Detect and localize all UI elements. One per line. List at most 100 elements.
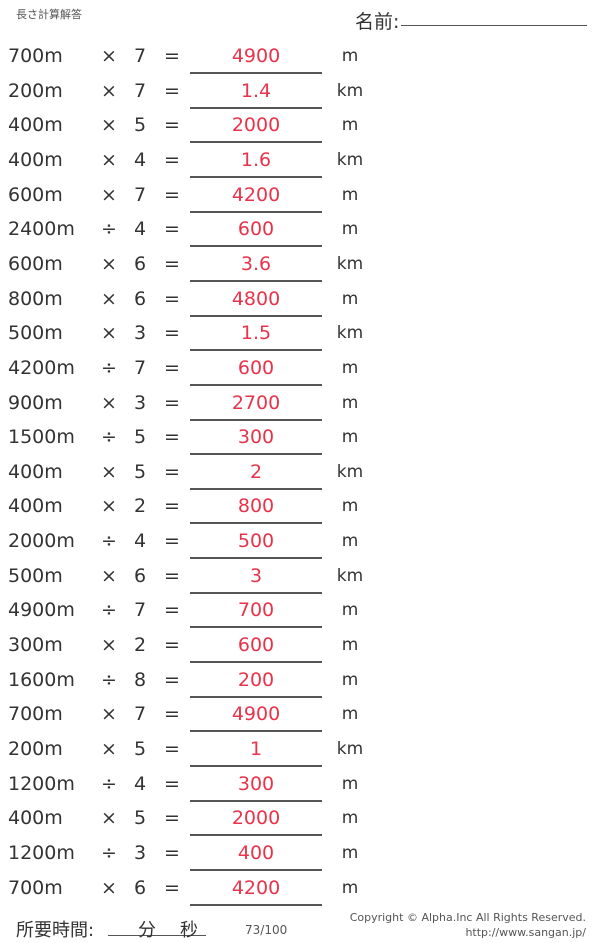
time-label: 所要時間: bbox=[16, 920, 95, 941]
operand-a: 2400m bbox=[8, 218, 75, 241]
unit: m bbox=[341, 427, 359, 448]
page-number: 73/100 bbox=[245, 923, 288, 937]
operand-b: 6 bbox=[133, 564, 147, 587]
answer: 700 bbox=[237, 599, 275, 622]
operator: × bbox=[101, 183, 117, 206]
equals-sign: = bbox=[164, 841, 180, 864]
operand-a: 4200m bbox=[8, 356, 75, 379]
copyright: Copyright © Alpha.Inc All Rights Reserve… bbox=[349, 911, 586, 924]
equals-sign: = bbox=[164, 495, 180, 518]
operand-a: 4900m bbox=[8, 599, 75, 622]
unit: m bbox=[341, 842, 359, 863]
unit: m bbox=[341, 808, 359, 829]
operand-b: 5 bbox=[133, 114, 147, 137]
answer: 1.4 bbox=[240, 79, 272, 102]
operand-b: 6 bbox=[133, 287, 147, 310]
equals-sign: = bbox=[164, 356, 180, 379]
unit: km bbox=[336, 253, 364, 274]
unit: m bbox=[341, 115, 359, 136]
answer: 2 bbox=[249, 460, 263, 483]
answer: 400 bbox=[237, 841, 275, 864]
site-url: http://www.sangan.jp/ bbox=[465, 926, 586, 939]
operand-a: 1200m bbox=[8, 841, 75, 864]
problem-row: 300m × 2 = 600 m bbox=[0, 628, 600, 664]
problem-row: 400m × 5 = 2000 m bbox=[0, 801, 600, 837]
answer: 4200 bbox=[231, 876, 281, 899]
answer: 800 bbox=[237, 495, 275, 518]
answer: 4200 bbox=[231, 183, 281, 206]
answer: 600 bbox=[237, 356, 275, 379]
equals-sign: = bbox=[164, 634, 180, 657]
operand-a: 200m bbox=[8, 738, 63, 760]
worksheet-title: 長さ計算解答 bbox=[16, 8, 82, 21]
answer: 300 bbox=[237, 772, 275, 795]
time-field[interactable] bbox=[108, 935, 206, 936]
answer-line bbox=[190, 730, 322, 733]
equals-sign: = bbox=[164, 252, 180, 275]
operand-a: 2000m bbox=[8, 530, 75, 553]
operand-a: 700m bbox=[8, 45, 63, 67]
problem-row: 2000m ÷ 4 = 500 m bbox=[0, 524, 600, 560]
answer-line bbox=[190, 210, 322, 213]
unit: km bbox=[336, 739, 364, 759]
operand-b: 2 bbox=[133, 634, 147, 657]
unit: m bbox=[341, 288, 359, 309]
equals-sign: = bbox=[164, 703, 180, 726]
answer-line bbox=[190, 245, 322, 248]
operand-b: 4 bbox=[133, 218, 147, 241]
equals-sign: = bbox=[164, 114, 180, 137]
operand-a: 400m bbox=[8, 114, 63, 137]
unit: m bbox=[341, 877, 359, 898]
operator: × bbox=[101, 79, 117, 102]
problem-row: 900m × 3 = 2700 m bbox=[0, 386, 600, 421]
equals-sign: = bbox=[164, 807, 180, 830]
operand-a: 400m bbox=[8, 495, 63, 518]
equals-sign: = bbox=[164, 391, 180, 414]
unit: m bbox=[341, 46, 359, 66]
answer-line bbox=[190, 591, 322, 594]
answer-line bbox=[190, 557, 322, 560]
unit: m bbox=[341, 392, 359, 413]
equals-sign: = bbox=[164, 530, 180, 553]
operator: ÷ bbox=[101, 599, 117, 622]
equals-sign: = bbox=[164, 148, 180, 171]
operand-b: 4 bbox=[133, 148, 147, 171]
operand-b: 5 bbox=[133, 426, 147, 449]
operator: × bbox=[101, 564, 117, 587]
equals-sign: = bbox=[164, 426, 180, 449]
unit: m bbox=[341, 669, 359, 690]
answer-line bbox=[190, 72, 322, 74]
problem-row: 700m × 7 = 4900 m bbox=[0, 697, 600, 733]
operand-a: 500m bbox=[8, 322, 63, 345]
unit: m bbox=[341, 704, 359, 725]
operand-a: 300m bbox=[8, 634, 63, 657]
operand-b: 5 bbox=[133, 738, 147, 760]
problem-row: 800m × 6 = 4800 m bbox=[0, 282, 600, 317]
unit: km bbox=[336, 565, 364, 586]
name-field[interactable] bbox=[401, 25, 587, 26]
operand-b: 3 bbox=[133, 841, 147, 864]
operand-a: 900m bbox=[8, 391, 63, 414]
equals-sign: = bbox=[164, 738, 180, 760]
operand-a: 700m bbox=[8, 876, 63, 899]
operator: ÷ bbox=[101, 426, 117, 449]
answer: 4900 bbox=[231, 703, 281, 726]
operator: × bbox=[101, 148, 117, 171]
answer: 3 bbox=[249, 564, 263, 587]
operator: ÷ bbox=[101, 218, 117, 241]
equals-sign: = bbox=[164, 79, 180, 102]
problem-row: 200m × 5 = 1 km bbox=[0, 732, 600, 767]
operator: ÷ bbox=[101, 356, 117, 379]
operand-b: 6 bbox=[133, 252, 147, 275]
unit: km bbox=[336, 80, 364, 101]
problem-row: 700m × 7 = 4900 m bbox=[0, 39, 600, 74]
answer: 1 bbox=[249, 738, 263, 760]
equals-sign: = bbox=[164, 183, 180, 206]
operator: ÷ bbox=[101, 668, 117, 691]
answer: 500 bbox=[237, 530, 275, 553]
operand-b: 4 bbox=[133, 772, 147, 795]
unit: km bbox=[336, 323, 364, 344]
operand-b: 7 bbox=[133, 703, 147, 726]
answer: 1.5 bbox=[240, 322, 272, 345]
operand-b: 7 bbox=[133, 45, 147, 67]
